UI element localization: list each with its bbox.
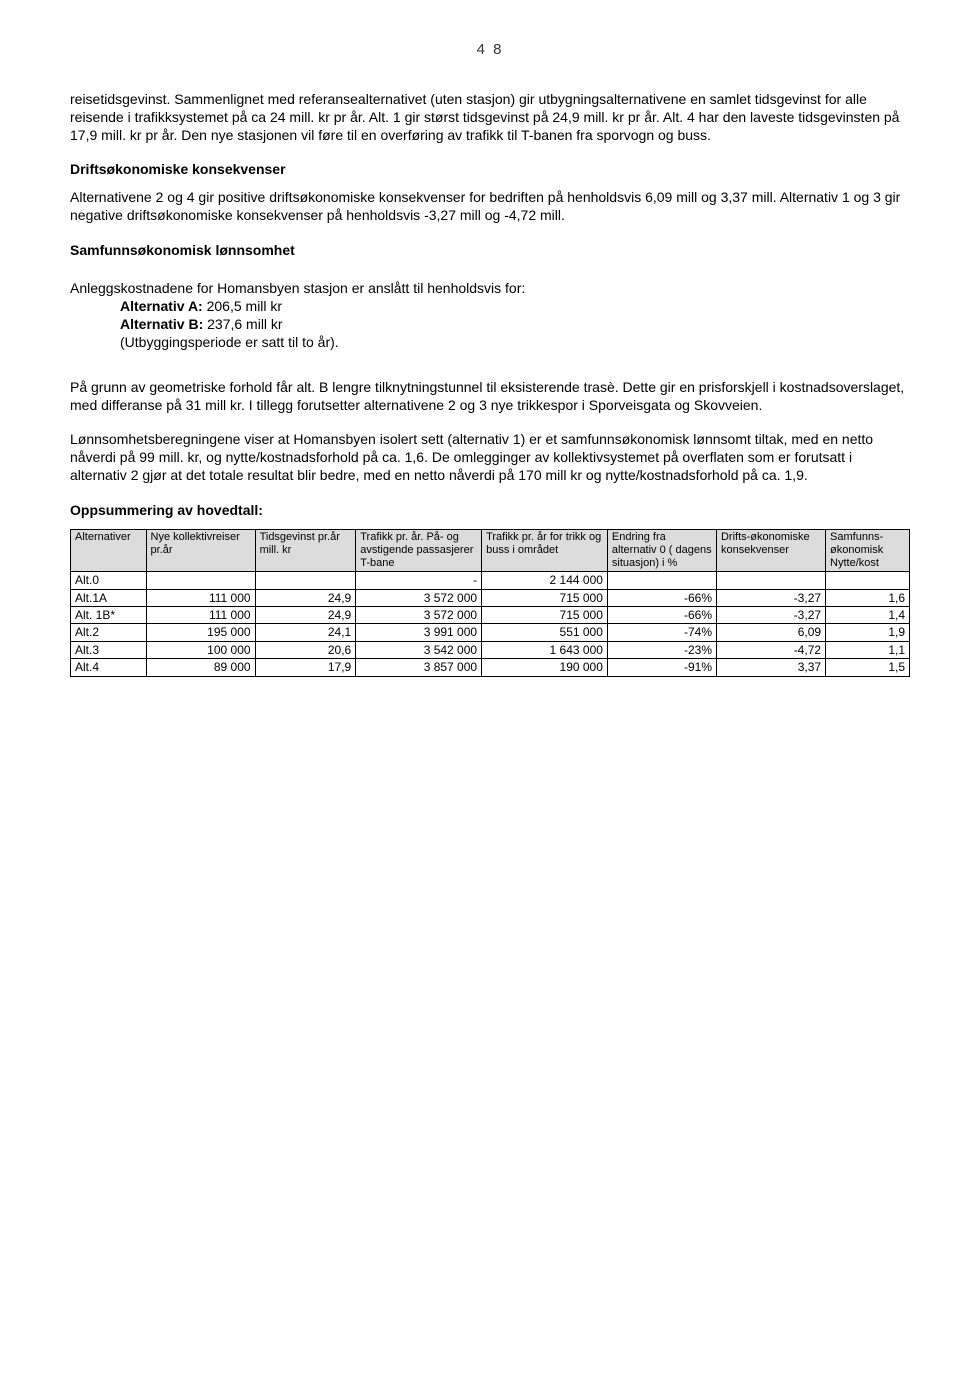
- table-cell: 24,1: [255, 624, 356, 641]
- table-cell: -74%: [607, 624, 716, 641]
- table-cell: 3,37: [716, 659, 825, 676]
- table-body: Alt.0-2 144 000Alt.1A111 00024,93 572 00…: [71, 572, 910, 676]
- alt-b-line: Alternativ B: 237,6 mill kr: [70, 315, 910, 333]
- table-header-cell: Drifts-økonomiske konsekvenser: [716, 529, 825, 572]
- paragraph-intro: reisetidsgevinst. Sammenlignet med refer…: [70, 90, 910, 145]
- table-cell: 1,1: [826, 641, 910, 658]
- paragraph-drifts: Alternativene 2 og 4 gir positive drifts…: [70, 188, 910, 224]
- table-cell: [716, 572, 825, 589]
- table-cell: 715 000: [482, 589, 608, 606]
- heading-samfunn: Samfunnsøkonomisk lønnsomhet: [70, 241, 910, 259]
- heading-oppsummering: Oppsummering av hovedtall:: [70, 501, 910, 519]
- table-cell: [255, 572, 356, 589]
- alt-a-value: 206,5 mill kr: [203, 298, 282, 314]
- table-cell: -66%: [607, 607, 716, 624]
- paragraph-geom: På grunn av geometriske forhold får alt.…: [70, 378, 910, 414]
- table-cell: Alt.1A: [71, 589, 147, 606]
- table-cell: -66%: [607, 589, 716, 606]
- table-cell: 715 000: [482, 607, 608, 624]
- table-cell: -4,72: [716, 641, 825, 658]
- table-cell: 2 144 000: [482, 572, 608, 589]
- alt-a-line: Alternativ A: 206,5 mill kr: [70, 297, 910, 315]
- table-cell: -3,27: [716, 607, 825, 624]
- table-cell: 1 643 000: [482, 641, 608, 658]
- table-header-cell: Tidsgevinst pr.år mill. kr: [255, 529, 356, 572]
- table-row: Alt.489 00017,93 857 000190 000-91%3,371…: [71, 659, 910, 676]
- table-cell: 1,6: [826, 589, 910, 606]
- table-cell: [826, 572, 910, 589]
- table-row: Alt.1A111 00024,93 572 000715 000-66%-3,…: [71, 589, 910, 606]
- table-cell: 1,5: [826, 659, 910, 676]
- table-cell: 6,09: [716, 624, 825, 641]
- table-cell: [607, 572, 716, 589]
- table-cell: 100 000: [146, 641, 255, 658]
- table-cell: 20,6: [255, 641, 356, 658]
- page-number: 4 8: [70, 40, 910, 60]
- heading-drifts: Driftsøkonomiske konsekvenser: [70, 160, 910, 178]
- table-cell: 195 000: [146, 624, 255, 641]
- table-header-cell: Trafikk pr. år. På- og avstigende passas…: [356, 529, 482, 572]
- table-cell: Alt. 1B*: [71, 607, 147, 624]
- table-header-cell: Endring fra alternativ 0 ( dagens situas…: [607, 529, 716, 572]
- summary-table: AlternativerNye kollektivreiser pr.årTid…: [70, 529, 910, 677]
- paragraph-lonn: Lønnsomhetsberegningene viser at Homansb…: [70, 430, 910, 485]
- table-cell: 3 857 000: [356, 659, 482, 676]
- table-cell: 17,9: [255, 659, 356, 676]
- table-cell: 24,9: [255, 589, 356, 606]
- table-cell: 3 572 000: [356, 589, 482, 606]
- table-cell: -3,27: [716, 589, 825, 606]
- table-cell: 1,9: [826, 624, 910, 641]
- table-cell: -91%: [607, 659, 716, 676]
- table-header-cell: Trafikk pr. år for trikk og buss i områd…: [482, 529, 608, 572]
- table-cell: 111 000: [146, 607, 255, 624]
- table-header-cell: Nye kollektivreiser pr.år: [146, 529, 255, 572]
- table-cell: 3 542 000: [356, 641, 482, 658]
- table-cell: 551 000: [482, 624, 608, 641]
- table-header-cell: Samfunns-økonomisk Nytte/kost: [826, 529, 910, 572]
- table-row: Alt.0 -2 144 000: [71, 572, 910, 589]
- table-cell: -: [356, 572, 482, 589]
- paragraph-anlegg-intro: Anleggskostnadene for Homansbyen stasjon…: [70, 279, 910, 297]
- utbygging-line: (Utbyggingsperiode er satt til to år).: [70, 333, 910, 351]
- table-row: Alt. 1B*111 00024,93 572 000715 000-66%-…: [71, 607, 910, 624]
- table-header-cell: Alternativer: [71, 529, 147, 572]
- table-cell: 111 000: [146, 589, 255, 606]
- table-cell: 3 991 000: [356, 624, 482, 641]
- alt-b-label: Alternativ B:: [120, 316, 203, 332]
- table-cell: Alt.4: [71, 659, 147, 676]
- table-cell: 190 000: [482, 659, 608, 676]
- table-cell: 1,4: [826, 607, 910, 624]
- table-cell: Alt.0: [71, 572, 147, 589]
- table-row: Alt.2195 00024,13 991 000551 000-74%6,09…: [71, 624, 910, 641]
- table-cell: Alt.3: [71, 641, 147, 658]
- table-row: Alt.3100 00020,63 542 0001 643 000-23%-4…: [71, 641, 910, 658]
- table-cell: 24,9: [255, 607, 356, 624]
- table-cell: Alt.2: [71, 624, 147, 641]
- table-cell: [146, 572, 255, 589]
- table-cell: 3 572 000: [356, 607, 482, 624]
- table-header-row: AlternativerNye kollektivreiser pr.årTid…: [71, 529, 910, 572]
- table-cell: 89 000: [146, 659, 255, 676]
- alt-a-label: Alternativ A:: [120, 298, 203, 314]
- table-cell: -23%: [607, 641, 716, 658]
- alt-b-value: 237,6 mill kr: [203, 316, 282, 332]
